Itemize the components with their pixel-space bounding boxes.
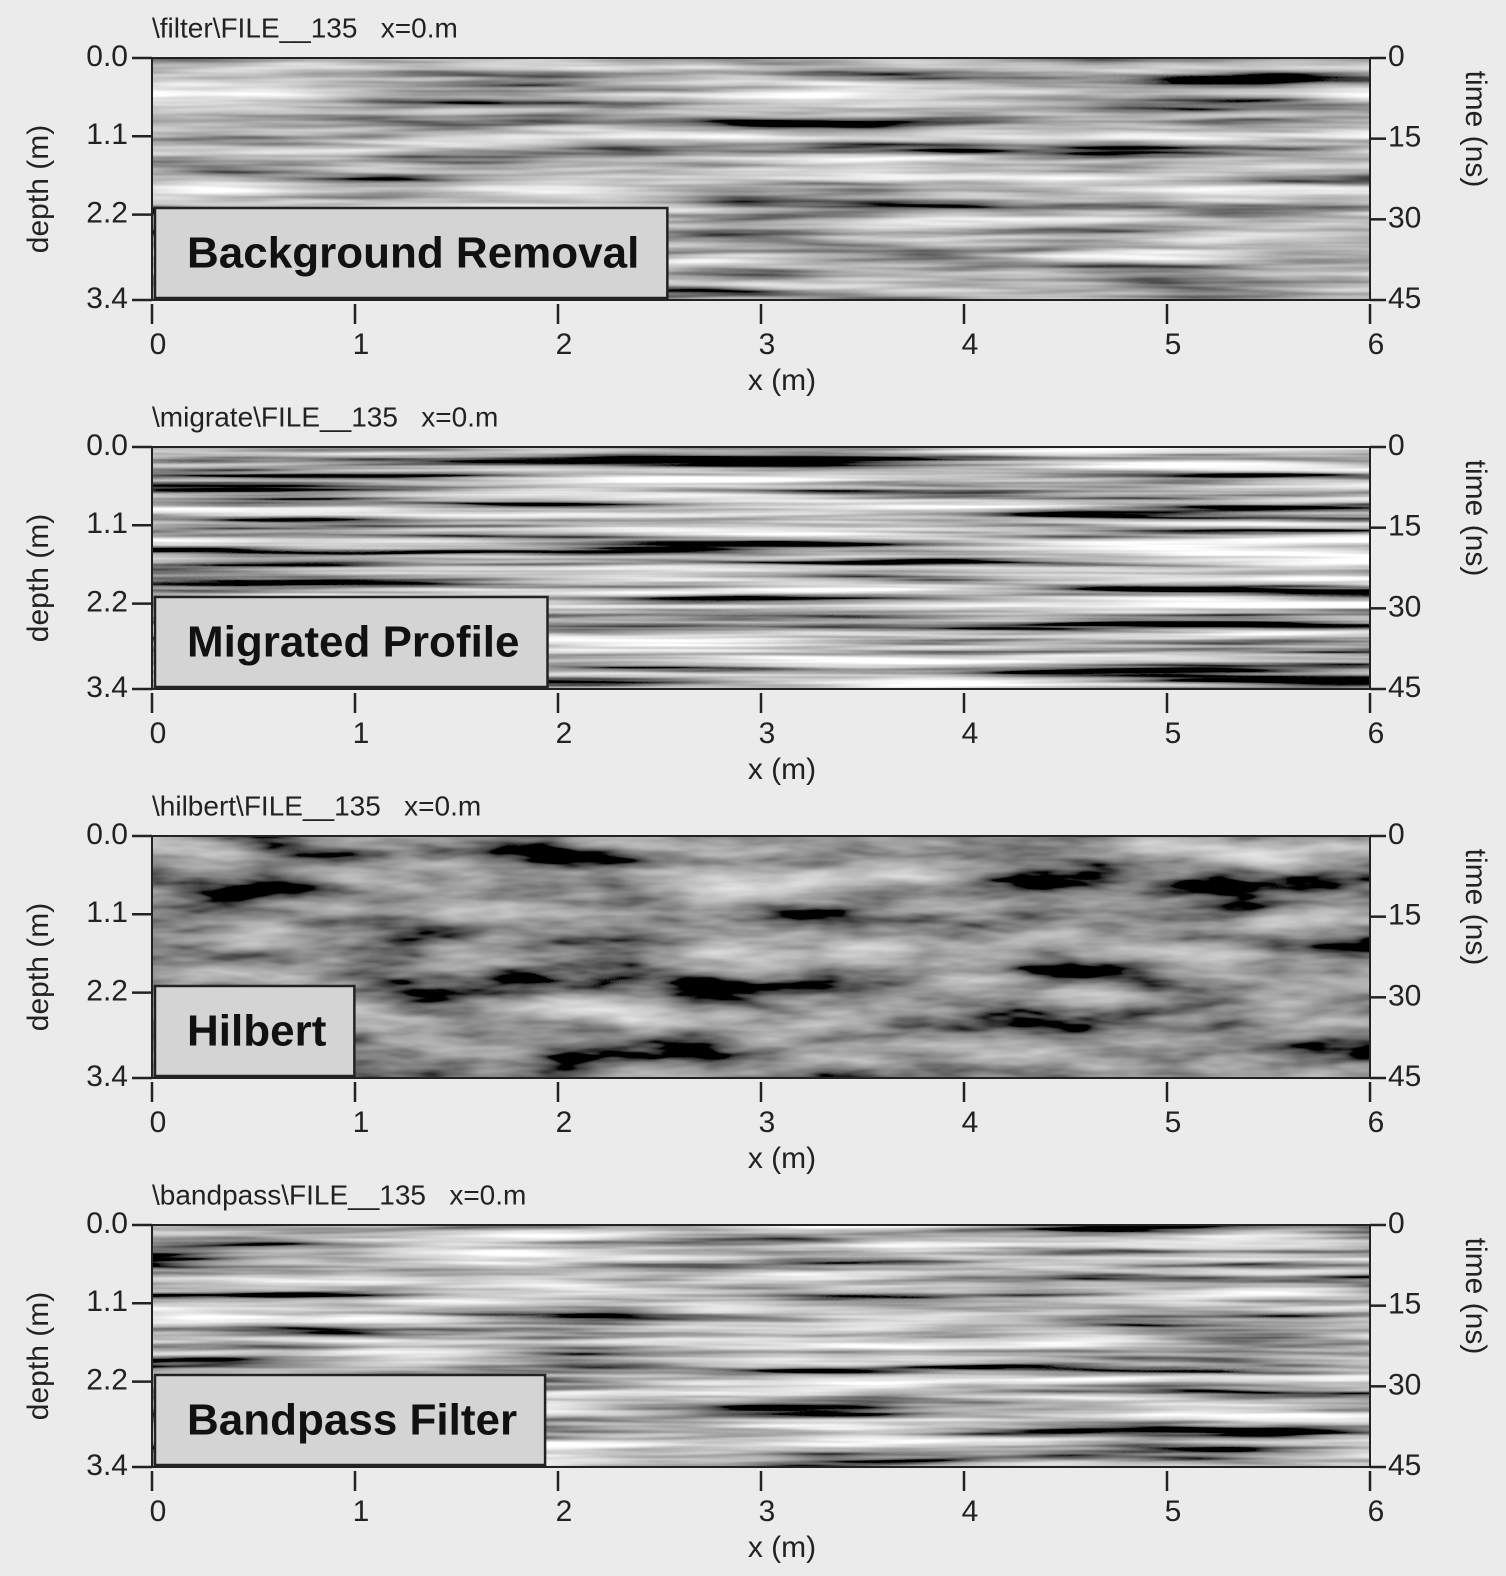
y2-axis-label: time (ns) [1459,849,1492,966]
panel-title: \filter\FILE__135 x=0.m [152,12,458,43]
panel-title: \migrate\FILE__135 x=0.m [152,401,498,432]
x-axis-label: x (m) [748,364,816,397]
annotation-label: Bandpass Filter [187,1396,517,1445]
plot-frame [151,57,1371,301]
x-tick-label: 4 [962,1495,979,1528]
y-tick-label: 1.1 [86,507,128,540]
y-tick-label: 2.2 [86,1364,128,1397]
x-tick-label: 6 [1368,1495,1385,1528]
y2-tick-label: 45 [1388,1449,1421,1482]
y-tick-label: 0.0 [86,818,128,851]
x-axis-label: x (m) [748,753,816,786]
y2-tick-label: 0 [1388,1207,1405,1240]
x-tick-label: 2 [556,1106,573,1139]
x-tick-label: 0 [150,1495,167,1528]
y-tick-label: 0.0 [86,429,128,462]
x-tick-label: 1 [353,328,370,361]
panel-title: \hilbert\FILE__135 x=0.m [152,790,481,821]
annotation-label: Migrated Profile [187,618,520,667]
x-tick-label: 6 [1368,1106,1385,1139]
x-tick-label: 1 [353,717,370,750]
panel: \bandpass\FILE__135 x=0.m0.01.12.23.4015… [22,1179,1492,1564]
y-axis-label: depth (m) [22,903,55,1031]
y2-tick-label: 15 [1388,121,1421,154]
x-tick-label: 5 [1165,717,1182,750]
x-tick-label: 3 [759,328,776,361]
x-tick-label: 6 [1368,717,1385,750]
plot-frame [151,1224,1371,1468]
annotation-box [153,1373,547,1467]
x-tick-label: 2 [556,1495,573,1528]
y-tick-label: 0.0 [86,40,128,73]
x-tick-label: 4 [962,717,979,750]
y2-tick-label: 45 [1388,1060,1421,1093]
y-tick-label: 0.0 [86,1207,128,1240]
y2-tick-label: 0 [1388,818,1405,851]
y2-tick-label: 0 [1388,40,1405,73]
y2-tick-label: 45 [1388,671,1421,704]
y2-tick-label: 0 [1388,429,1405,462]
y2-tick-label: 15 [1388,899,1421,932]
x-tick-label: 1 [353,1495,370,1528]
x-tick-label: 2 [556,717,573,750]
x-tick-label: 1 [353,1106,370,1139]
y-tick-label: 1.1 [86,896,128,929]
y2-tick-label: 15 [1388,1288,1421,1321]
y-tick-label: 3.4 [86,1449,128,1482]
panel: \filter\FILE__135 x=0.m0.01.12.23.401530… [22,12,1492,397]
y-axis-label: depth (m) [22,514,55,642]
annotation-box [153,984,356,1078]
x-tick-label: 3 [759,1106,776,1139]
x-tick-label: 5 [1165,328,1182,361]
annotation-label: Background Removal [187,229,639,278]
x-tick-label: 2 [556,328,573,361]
y-tick-label: 2.2 [86,975,128,1008]
y-tick-label: 3.4 [86,282,128,315]
y-tick-label: 3.4 [86,1060,128,1093]
y-tick-label: 1.1 [86,118,128,151]
plot-frame [151,835,1371,1079]
y2-tick-label: 45 [1388,282,1421,315]
y2-tick-label: 30 [1388,201,1421,234]
x-tick-label: 3 [759,717,776,750]
x-tick-label: 4 [962,1106,979,1139]
y-axis-label: depth (m) [22,1292,55,1420]
annotation-box [153,206,669,300]
y-tick-label: 2.2 [86,586,128,619]
panel: \hilbert\FILE__135 x=0.m0.01.12.23.40153… [22,790,1492,1175]
x-tick-label: 0 [150,717,167,750]
y2-axis-label: time (ns) [1459,1238,1492,1355]
annotation-box [153,595,549,689]
x-tick-label: 0 [150,1106,167,1139]
y2-tick-label: 30 [1388,979,1421,1012]
x-tick-label: 5 [1165,1106,1182,1139]
annotation-label: Hilbert [187,1007,327,1056]
y-tick-label: 2.2 [86,197,128,230]
y2-tick-label: 15 [1388,510,1421,543]
x-axis-label: x (m) [748,1531,816,1564]
x-tick-label: 3 [759,1495,776,1528]
y2-tick-label: 30 [1388,1368,1421,1401]
panel: \migrate\FILE__135 x=0.m0.01.12.23.40153… [22,401,1492,786]
y2-axis-label: time (ns) [1459,71,1492,188]
y-tick-label: 3.4 [86,671,128,704]
x-axis-label: x (m) [748,1142,816,1175]
panel-title: \bandpass\FILE__135 x=0.m [152,1179,526,1210]
x-tick-label: 4 [962,328,979,361]
y-axis-label: depth (m) [22,125,55,253]
x-tick-label: 5 [1165,1495,1182,1528]
y2-tick-label: 30 [1388,590,1421,623]
x-tick-label: 0 [150,328,167,361]
y2-axis-label: time (ns) [1459,460,1492,577]
y-tick-label: 1.1 [86,1285,128,1318]
x-tick-label: 6 [1368,328,1385,361]
plot-frame [151,446,1371,690]
